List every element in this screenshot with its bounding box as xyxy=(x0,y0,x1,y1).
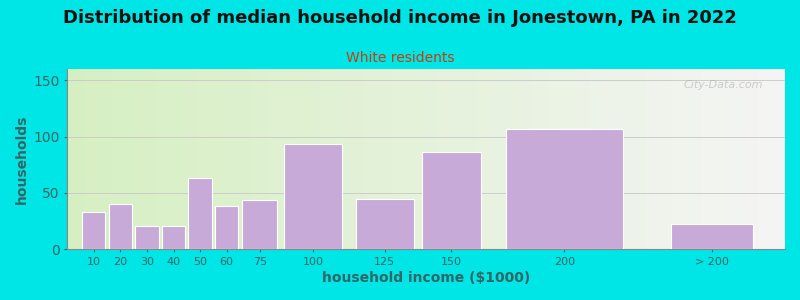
Y-axis label: households: households xyxy=(15,114,29,204)
Text: City-Data.com: City-Data.com xyxy=(684,80,763,90)
Bar xyxy=(506,129,623,249)
Bar xyxy=(284,145,342,249)
X-axis label: household income ($1000): household income ($1000) xyxy=(322,271,530,285)
Bar xyxy=(162,226,186,249)
Bar xyxy=(356,199,414,249)
Text: Distribution of median household income in Jonestown, PA in 2022: Distribution of median household income … xyxy=(63,9,737,27)
Bar xyxy=(422,152,481,249)
Bar xyxy=(82,212,106,249)
Bar xyxy=(189,178,212,249)
Bar xyxy=(109,204,132,249)
Text: White residents: White residents xyxy=(346,51,454,65)
Bar xyxy=(215,206,238,249)
Bar xyxy=(671,224,753,249)
Bar xyxy=(242,200,278,249)
Bar xyxy=(135,226,158,249)
